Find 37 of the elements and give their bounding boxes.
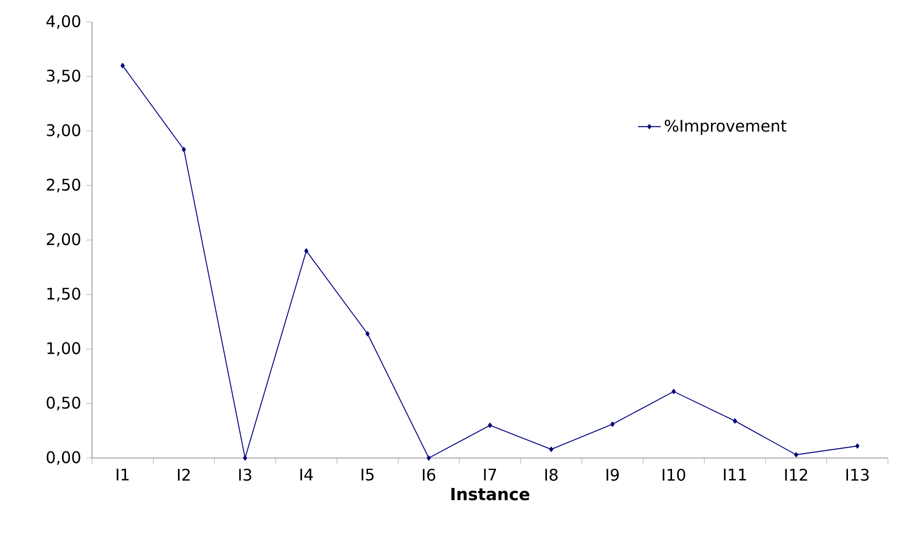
x-tick-label: I6: [422, 468, 436, 481]
x-tick-label: I7: [484, 468, 496, 480]
point: [732, 418, 737, 424]
y-tick-label: 2,00: [46, 233, 80, 247]
y-tick-label: 1,50: [47, 288, 80, 302]
y-tick-label: 3,50: [46, 70, 80, 84]
y-tick-label: 1,00: [47, 342, 80, 356]
point: [243, 455, 248, 461]
y-tick-label: 0,50: [46, 396, 80, 410]
x-tick-label: I3: [239, 468, 252, 481]
point: [365, 331, 370, 336]
point: [672, 388, 676, 394]
point: [426, 455, 431, 461]
x-tick-label: I10: [662, 468, 686, 481]
point: [855, 443, 860, 449]
y-tick-label: 3,00: [46, 124, 80, 138]
point: [549, 446, 554, 452]
point: [120, 62, 125, 68]
y-tick-label: 4,00: [46, 15, 80, 29]
point: [304, 248, 308, 254]
y-tick-label: 0,00: [46, 451, 80, 465]
x-tick-label: I2: [178, 468, 190, 481]
y-tick-label: 2,50: [46, 178, 80, 192]
x-tick-label: I13: [846, 468, 869, 481]
x-tick-label: I11: [724, 468, 746, 480]
x-tick-label: I8: [545, 468, 558, 481]
point: [610, 422, 615, 427]
point: [794, 452, 798, 458]
point: [182, 146, 186, 152]
x-axis-title: Instance: [451, 488, 530, 500]
x-tick-label: I12: [785, 468, 808, 481]
point: [488, 422, 492, 428]
x-tick-label: I5: [362, 468, 374, 481]
x-tick-label: I9: [606, 468, 619, 481]
x-tick-label: I1: [116, 468, 129, 480]
legend-label: %Improvement: [664, 120, 786, 135]
x-tick-label: I4: [300, 468, 313, 480]
